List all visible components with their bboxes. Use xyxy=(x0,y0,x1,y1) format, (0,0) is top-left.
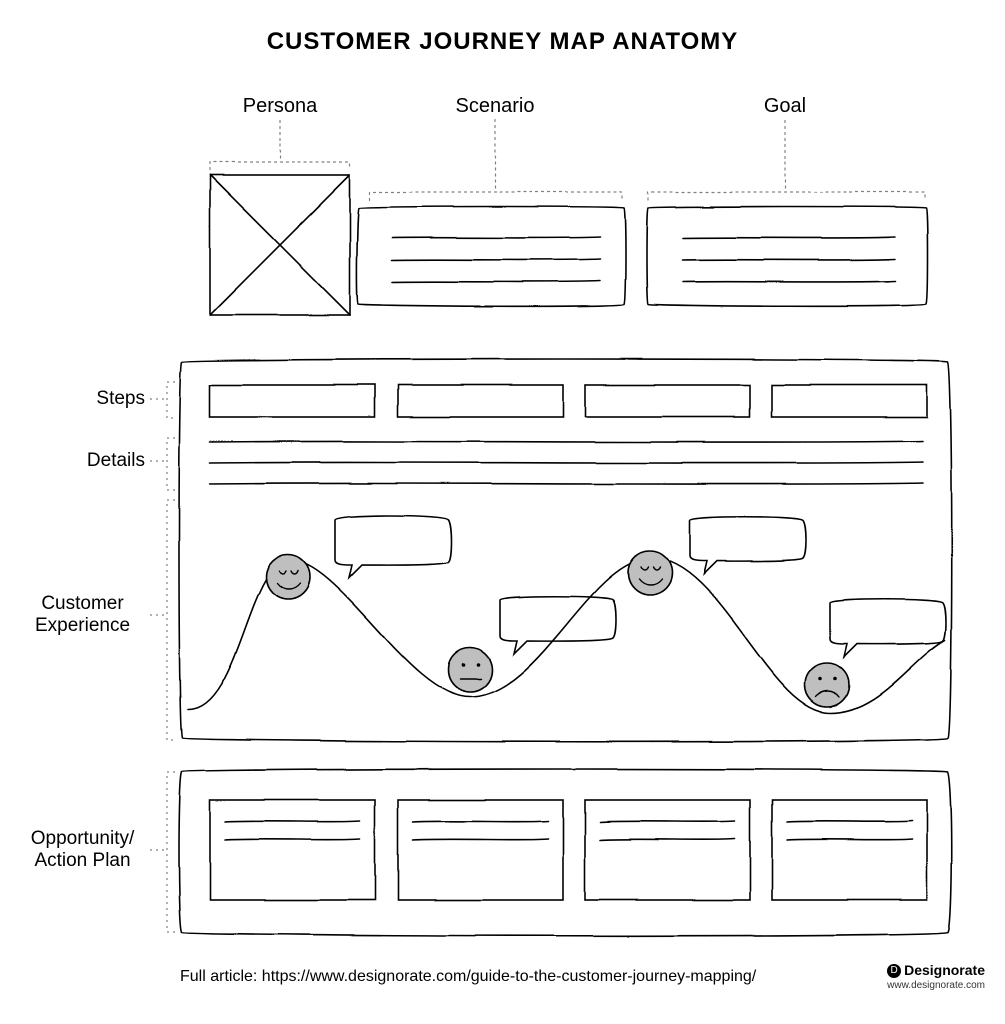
brand-name: Designorate xyxy=(904,962,985,978)
journey-map-diagram: CUSTOMER JOURNEY MAP ANATOMY Persona Sce… xyxy=(0,0,1005,1024)
brand-block: DDesignorate www.designorate.com xyxy=(887,962,985,991)
footer-link: Full article: https://www.designorate.co… xyxy=(180,968,756,986)
brand-logo-icon: D xyxy=(887,964,901,978)
diagram-svg xyxy=(0,0,1005,1024)
brand-name-row: DDesignorate xyxy=(887,962,985,980)
brand-url: www.designorate.com xyxy=(887,980,985,991)
